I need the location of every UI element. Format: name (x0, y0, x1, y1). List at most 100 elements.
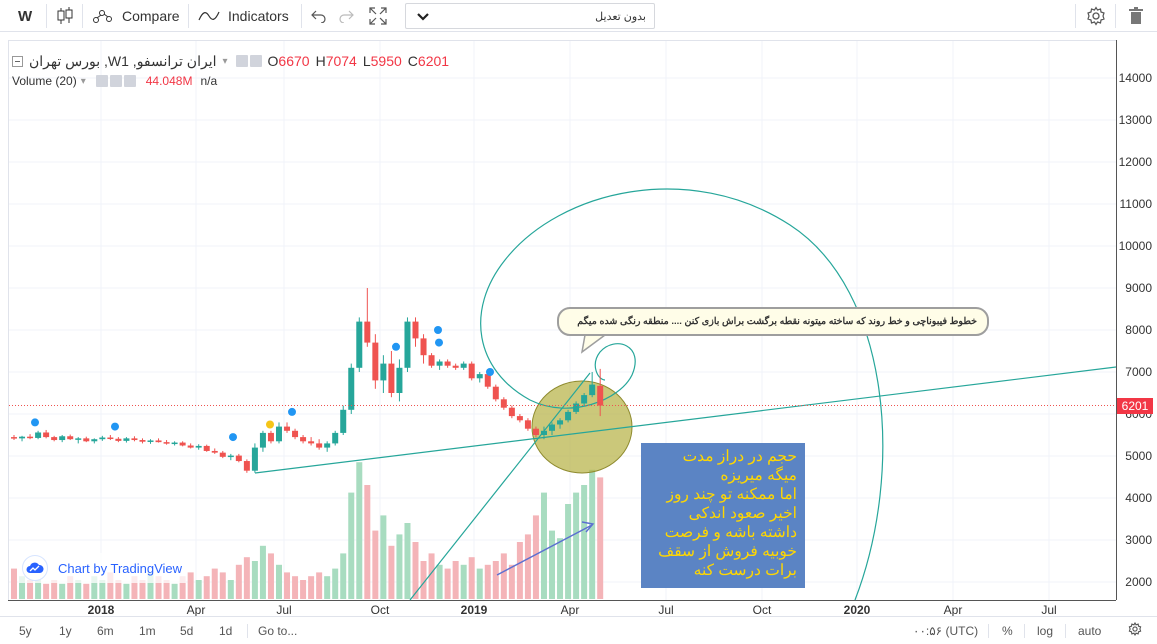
candle-body (597, 385, 604, 406)
volume-bar (356, 462, 363, 599)
tradingview-cloud-icon (22, 555, 48, 581)
candle-body (171, 442, 178, 445)
symbol-search-button[interactable]: W (18, 0, 32, 32)
candle-body (11, 437, 17, 439)
time-tick-label: Jul (276, 603, 292, 617)
candle-body (324, 443, 331, 448)
range-1m-button[interactable]: 1m (139, 624, 156, 638)
dividend-marker (31, 418, 39, 427)
range-6m-button[interactable]: 6m (97, 624, 114, 638)
candle-body (275, 426, 282, 442)
candle-body (404, 321, 411, 368)
chart-pane[interactable] (8, 40, 1116, 600)
volume-bar (107, 572, 114, 599)
volume-bar (484, 564, 491, 599)
chevron-down-icon[interactable]: ▾ (222, 55, 228, 67)
chart-style-button[interactable] (56, 0, 74, 32)
volume-bar (565, 504, 572, 599)
volume-bar (227, 580, 234, 599)
candle-body (452, 365, 459, 368)
candle-body (75, 438, 82, 440)
tradingview-watermark[interactable]: Chart by TradingView (18, 553, 187, 583)
redo-button[interactable] (338, 0, 354, 32)
price-axis[interactable]: 14000 13000 12000 11000 10000 9000 8000 7000 600… (1116, 40, 1157, 600)
price-tick-label: 14000 (1118, 71, 1152, 85)
candle-body (549, 424, 556, 431)
candle-body (516, 416, 523, 421)
symbol-title[interactable]: بورس تهران ,Wایران ترانسفو, 1 (29, 52, 217, 69)
candle-body (540, 430, 547, 435)
compare-button[interactable]: Compare (92, 0, 180, 32)
time-axis[interactable]: 2018 Apr Jul Oct 2019 Apr Jul Oct 2020 Apr Jul (8, 600, 1116, 617)
log-toggle[interactable]: log (1037, 624, 1054, 638)
range-5y-button[interactable]: 5y (19, 624, 32, 638)
volume-bar (364, 485, 371, 599)
settings-small-icon[interactable] (109, 75, 122, 87)
volume-bar (27, 580, 34, 599)
volume-bar (516, 542, 523, 599)
candle-body (356, 321, 363, 368)
volume-bar (316, 572, 323, 599)
axis-settings-button[interactable] (1128, 621, 1142, 639)
volume-bar (243, 557, 250, 599)
volume-bar (187, 572, 194, 599)
volume-bar (532, 515, 539, 599)
candle-body (508, 407, 515, 417)
dividend-marker (229, 433, 237, 442)
candle-body (235, 455, 242, 462)
volume-bar (492, 561, 499, 599)
time-tick-label: 2018 (87, 603, 115, 617)
settings-button[interactable] (1086, 0, 1106, 32)
candle-body (316, 443, 323, 448)
ohlc-low: L5950 (362, 53, 402, 69)
time-tick-label: Oct (370, 603, 390, 617)
candle-body (139, 440, 146, 442)
volume-title[interactable]: Volume (20) (12, 74, 77, 88)
range-1y-button[interactable]: 1y (59, 624, 72, 638)
auto-toggle[interactable]: auto (1078, 624, 1102, 638)
time-tick-label: Oct (752, 603, 772, 617)
chevron-down-icon (416, 10, 430, 28)
volume-bar (444, 568, 451, 599)
eye-icon[interactable] (95, 75, 108, 87)
fullscreen-button[interactable] (369, 0, 387, 32)
range-1d-button[interactable]: 1d (219, 624, 233, 638)
fullscreen-icon (369, 7, 387, 25)
interval-value: بدون تعدیل (595, 11, 646, 23)
clock-display[interactable]: ۰۰:۵۶ (UTC) (913, 624, 979, 638)
goto-button[interactable]: Go to... (258, 624, 298, 638)
note-line: اخیر صعود اندکی (688, 505, 797, 522)
indicators-button[interactable]: Indicators (198, 0, 289, 32)
volume-bar (404, 523, 411, 599)
gear-icon (1086, 6, 1106, 26)
volume-bar (340, 553, 347, 599)
candle-body (123, 438, 130, 441)
candle-body (292, 430, 299, 438)
range-5d-button[interactable]: 5d (180, 624, 194, 638)
undo-button[interactable] (311, 0, 327, 32)
interval-select[interactable]: بدون تعدیل (405, 3, 655, 29)
note-line: داشته باشه و فرصت (664, 524, 797, 541)
candle-body (348, 367, 355, 410)
note-annotation[interactable]: حجم در دراز مدت میگه میریزه اما ممکنه تو… (641, 443, 805, 588)
close-icon[interactable] (123, 75, 136, 87)
delete-button[interactable] (1128, 0, 1144, 32)
undo-icon (311, 9, 327, 23)
chevron-down-icon[interactable]: ▾ (80, 75, 86, 87)
volume-bar (428, 553, 435, 599)
collapse-legend-icon[interactable] (12, 55, 23, 67)
note-line: اما ممکنه تو چند روز (666, 486, 797, 503)
ohlc-open: O6670 (267, 53, 310, 69)
note-line: برات درست کنه (693, 562, 797, 579)
callout-annotation[interactable]: خطوط فیبوناچی و خط روند که ساخته میتونه … (557, 307, 989, 336)
candle-body (27, 436, 34, 439)
volume-bar (500, 553, 507, 599)
settings-small-icon[interactable] (249, 55, 262, 67)
candle-body (492, 386, 499, 400)
time-tick-label: 2020 (843, 603, 871, 617)
ohlc-high: H7074 (315, 53, 357, 69)
eye-icon[interactable] (235, 55, 248, 67)
price-tick-label: 2000 (1125, 575, 1152, 589)
percent-toggle[interactable]: % (1002, 624, 1013, 638)
volume-bar (476, 568, 483, 599)
